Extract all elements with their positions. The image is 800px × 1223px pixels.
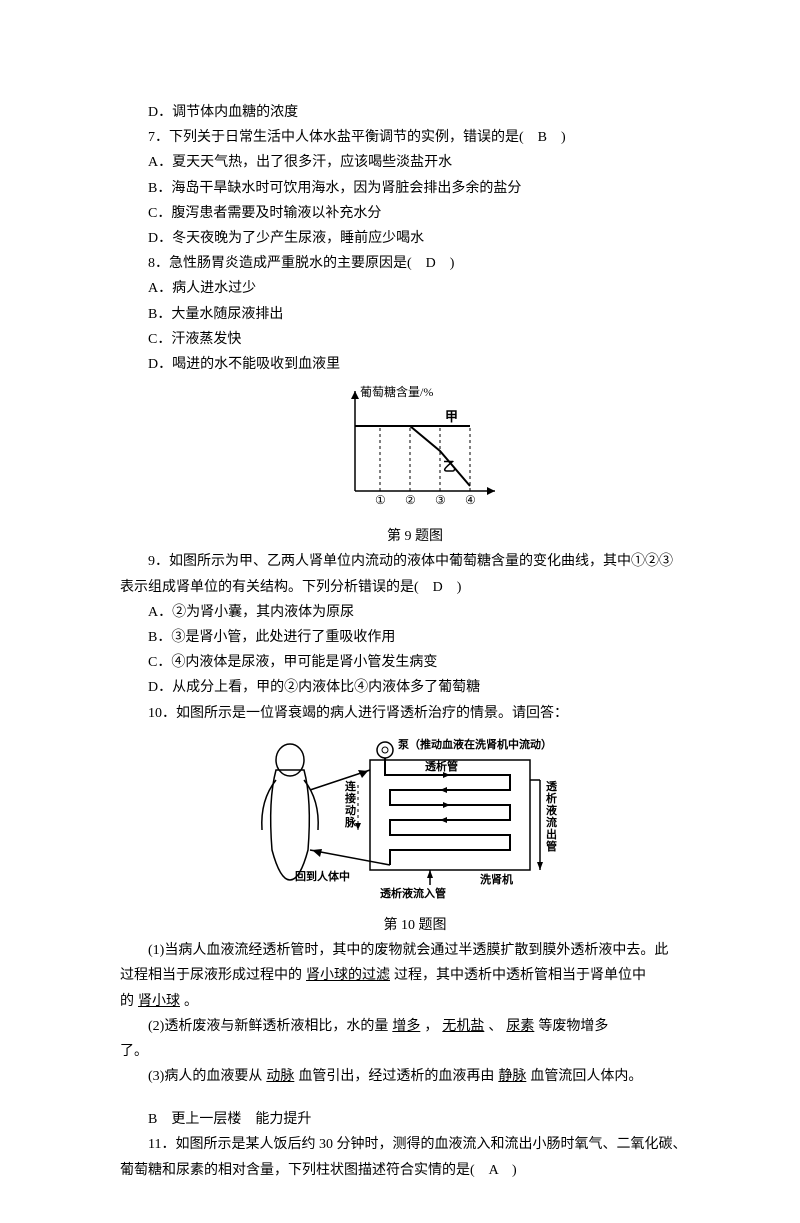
q10-1-line2: 过程相当于尿液形成过程中的肾小球的过滤过程，其中透析中透析管相当于肾单位中 [120, 963, 710, 988]
q9-stem-line1: 9．如图所示为甲、乙两人肾单位内流动的液体中葡萄糖含量的变化曲线，其中①②③ [120, 549, 710, 574]
svg-text:甲: 甲 [445, 409, 458, 424]
figure-9-caption: 第 9 题图 [120, 524, 710, 549]
q10-1-line1: (1)当病人血液流经透析管时，其中的废物就会通过半透膜扩散到膜外透析液中去。此 [120, 938, 710, 963]
answer-urea: 尿素 [502, 1019, 538, 1034]
q11-stem-line2: 葡萄糖和尿素的相对含量，下列柱状图描述符合实情的是( A ) [120, 1158, 710, 1183]
q10-stem: 10．如图所示是一位肾衰竭的病人进行肾透析治疗的情景。请回答： [120, 701, 710, 726]
figure-10-caption: 第 10 题图 [120, 913, 710, 938]
q8-option-d: D．喝进的水不能吸收到血液里 [120, 352, 710, 377]
q9-option-c: C．④内液体是尿液，甲可能是肾小管发生病变 [120, 650, 710, 675]
figure-10: 泵（推动血液在洗肾机中流动） 透析管 连接动脉 回到人体中 透析液流入管 洗肾机… [120, 730, 710, 909]
q7-option-b: B．海岛干旱缺水时可饮用海水，因为肾脏会排出多余的盐分 [120, 176, 710, 201]
section-b-heading: B 更上一层楼 能力提升 [120, 1107, 710, 1132]
q9-option-d: D．从成分上看，甲的②内液体比④内液体多了葡萄糖 [120, 675, 710, 700]
q8-option-c: C．汗液蒸发快 [120, 327, 710, 352]
q10-3: (3)病人的血液要从动脉血管引出，经过透析的血液再由静脉血管流回人体内。 [120, 1064, 710, 1089]
figure-9: 葡萄糖含量/% 甲 乙 ① ② ③ ④ [120, 381, 710, 520]
svg-text:③: ③ [435, 493, 446, 507]
q9-stem-line2: 表示组成肾单位的有关结构。下列分析错误的是( D ) [120, 575, 710, 600]
fig9-ylabel: 葡萄糖含量/% [360, 384, 433, 399]
svg-text:连接动脉: 连接动脉 [344, 779, 357, 829]
answer-water-increase: 增多 [388, 1019, 424, 1034]
q10-1-line3: 的肾小球。 [120, 989, 710, 1014]
svg-text:透析液流出管: 透析液流出管 [546, 780, 558, 853]
answer-salt: 无机盐 [438, 1019, 488, 1034]
q8-option-a: A．病人进水过少 [120, 276, 710, 301]
svg-text:泵（推动血液在洗肾机中流动）: 泵（推动血液在洗肾机中流动） [398, 737, 552, 751]
q7-stem: 7．下列关于日常生活中人体水盐平衡调节的实例，错误的是( B ) [120, 125, 710, 150]
q10-2-line1: (2)透析废液与新鲜透析液相比，水的量增多，无机盐、尿素等废物增多 [120, 1014, 710, 1039]
q8-stem: 8．急性肠胃炎造成严重脱水的主要原因是( D ) [120, 251, 710, 276]
svg-text:②: ② [405, 493, 416, 507]
svg-text:④: ④ [465, 493, 476, 507]
svg-text:①: ① [375, 493, 386, 507]
answer-artery: 动脉 [262, 1069, 298, 1084]
answer-filtration: 肾小球的过滤 [302, 968, 394, 983]
q7-option-d: D．冬天夜晚为了少产生尿液，睡前应少喝水 [120, 226, 710, 251]
svg-text:回到人体中: 回到人体中 [295, 869, 350, 883]
q10-2-line2: 了。 [120, 1039, 710, 1064]
answer-glomerulus: 肾小球 [134, 994, 184, 1009]
svg-text:洗肾机: 洗肾机 [480, 872, 513, 886]
q11-stem-line1: 11．如图所示是某人饭后约 30 分钟时，测得的血液流入和流出小肠时氧气、二氧化… [120, 1132, 710, 1157]
q9-option-a: A．②为肾小囊，其内液体为原尿 [120, 600, 710, 625]
q8-option-b: B．大量水随尿液排出 [120, 302, 710, 327]
svg-text:透析管: 透析管 [425, 759, 458, 773]
q7-option-c: C．腹泻患者需要及时输液以补充水分 [120, 201, 710, 226]
option-d-text: D．调节体内血糖的浓度 [120, 100, 710, 125]
svg-text:乙: 乙 [443, 459, 456, 474]
q7-option-a: A．夏天天气热，出了很多汗，应该喝些淡盐开水 [120, 150, 710, 175]
svg-text:透析液流入管: 透析液流入管 [380, 886, 446, 900]
answer-vein: 静脉 [494, 1069, 530, 1084]
q9-option-b: B．③是肾小管，此处进行了重吸收作用 [120, 625, 710, 650]
